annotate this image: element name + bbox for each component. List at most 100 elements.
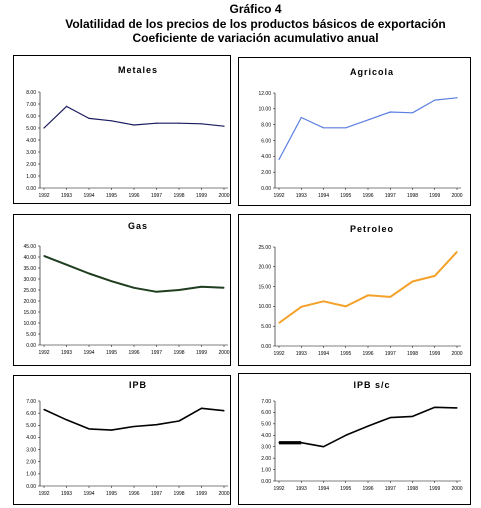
- x-tick-label: 1999: [429, 351, 440, 357]
- data-point: [278, 158, 280, 161]
- data-point: [345, 127, 347, 129]
- data-point: [456, 251, 458, 253]
- chart-panel-petroleo: Petroleo 0.00 5.00 10.00 15.00 20.00 25.00 1992…: [238, 214, 471, 366]
- y-tick-label: 7.00: [26, 399, 36, 405]
- data-point: [110, 120, 113, 122]
- y-tick-label: 1.00: [26, 472, 36, 478]
- x-tick-label: 1996: [128, 491, 139, 497]
- y-tick-label: 12.00: [258, 91, 271, 97]
- data-point: [155, 122, 158, 124]
- data-point: [65, 105, 68, 107]
- data-point: [456, 407, 458, 409]
- data-point: [155, 291, 158, 293]
- figure-title: Gráfico 4: [229, 2, 282, 16]
- y-tick-label: 5.00: [261, 422, 271, 428]
- data-point: [223, 287, 225, 289]
- series-line: [43, 254, 225, 293]
- y-tick-label: 35.00: [23, 266, 36, 272]
- chart-gas: Gas 0.00 5.00 10.00 15.00 20.00 25.00 30.00 35.0…: [23, 221, 229, 356]
- chart-panel-gas: Gas 0.00 5.00 10.00 15.00 20.00 25.00 30.00 35.0…: [13, 214, 231, 366]
- x-tick-label: 1999: [429, 193, 440, 199]
- data-point: [345, 434, 347, 436]
- data-point: [300, 306, 302, 308]
- data-point: [345, 305, 347, 307]
- y-tick-label: 2.00: [26, 162, 36, 168]
- y-tick-label: 20.00: [258, 265, 271, 271]
- x-tick-label: 1994: [83, 193, 94, 199]
- data-point: [110, 429, 113, 431]
- y-tick-label: 0.00: [261, 186, 271, 192]
- chart-title: Agricola: [350, 67, 394, 77]
- x-tick-label: 1995: [340, 486, 351, 492]
- figure-subtitle-2: Coeficiente de variación acumulativo anu…: [132, 31, 379, 45]
- x-tick-label: 1997: [385, 486, 396, 492]
- data-point: [200, 286, 203, 288]
- y-tick-label: 1.00: [261, 467, 271, 473]
- data-point: [434, 406, 436, 408]
- y-tick-label: 5.00: [26, 126, 36, 132]
- chart-title: IPB s/c: [353, 380, 390, 390]
- y-tick-label: 40.00: [23, 255, 36, 261]
- series-line: [279, 406, 458, 448]
- y-tick-label: 8.00: [26, 90, 36, 96]
- x-tick-label: 1993: [61, 193, 72, 199]
- x-tick-label: 1996: [362, 486, 373, 492]
- x-tick-label: 1999: [429, 486, 440, 492]
- x-tick-label: 1998: [407, 193, 418, 199]
- y-tick-label: 15.00: [258, 284, 271, 290]
- x-tick-label: 1992: [273, 486, 284, 492]
- data-point: [322, 446, 325, 448]
- x-tick-label: 1997: [385, 351, 396, 357]
- data-point: [43, 255, 45, 257]
- x-tick-label: 1993: [296, 193, 307, 199]
- x-tick-label: 1994: [83, 491, 94, 497]
- y-tick-label: 7.00: [26, 102, 36, 108]
- chart-petroleo: Petroleo 0.00 5.00 10.00 15.00 20.00 25.00 1992…: [258, 224, 462, 357]
- x-tick-label: 1999: [196, 193, 207, 199]
- x-tick-label: 1995: [340, 351, 351, 357]
- data-point: [223, 125, 225, 127]
- y-tick-label: 4.00: [261, 154, 271, 160]
- x-tick-label: 1992: [38, 193, 49, 199]
- x-tick-label: 1994: [318, 351, 329, 357]
- data-point: [411, 280, 414, 283]
- x-tick-label: 1998: [407, 486, 418, 492]
- y-tick-label: 2.00: [261, 456, 271, 462]
- y-tick-label: 5.00: [26, 332, 36, 338]
- y-tick-label: 45.00: [23, 244, 36, 250]
- x-tick-label: 1996: [362, 351, 373, 357]
- x-tick-label: 1994: [83, 350, 94, 356]
- y-tick-label: 15.00: [23, 310, 36, 316]
- x-tick-label: 2000: [218, 350, 229, 356]
- y-tick-label: 10.00: [23, 321, 36, 327]
- y-tick-label: 0.00: [26, 484, 36, 490]
- data-point: [367, 119, 369, 121]
- data-point: [223, 410, 225, 412]
- x-tick-label: 1998: [173, 350, 184, 356]
- data-point: [367, 425, 369, 427]
- data-point: [43, 127, 45, 129]
- chart-panel-metales: Metales 0.00 1.00 2.00 3.00 4.00 5.00 6.00 7.00 8…: [13, 55, 231, 204]
- x-tick-label: 1997: [151, 491, 162, 497]
- data-point: [88, 428, 90, 430]
- x-tick-label: 1992: [38, 350, 49, 356]
- data-point: [155, 424, 158, 426]
- x-tick-label: 1995: [106, 491, 117, 497]
- y-tick-label: 1.00: [26, 174, 36, 180]
- y-tick-label: 0.00: [26, 343, 36, 349]
- chart-ipb-sc: IPB s/c 0.00 1.00 2.00 3.00 4.00 5.00 6.00 7.00 1…: [261, 380, 463, 492]
- y-tick-label: 25.00: [258, 245, 271, 251]
- data-point: [133, 287, 135, 289]
- data-point: [200, 123, 203, 125]
- data-point: [411, 415, 414, 418]
- x-tick-label: 2000: [218, 193, 229, 199]
- data-point: [434, 275, 436, 277]
- y-tick-label: 0.00: [26, 186, 36, 192]
- series-line: [278, 251, 458, 324]
- data-point: [389, 296, 391, 298]
- x-tick-label: 1997: [151, 350, 162, 356]
- data-point: [200, 407, 203, 409]
- x-tick-label: 1995: [106, 193, 117, 199]
- data-point: [322, 127, 325, 129]
- x-tick-label: 1994: [318, 193, 329, 199]
